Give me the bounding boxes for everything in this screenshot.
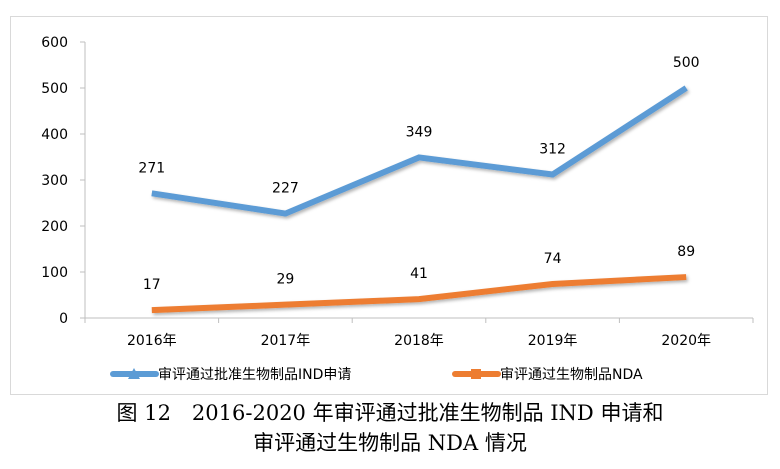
legend-square-marker-icon bbox=[471, 369, 481, 379]
data-label: 89 bbox=[677, 244, 695, 260]
data-label: 74 bbox=[544, 251, 562, 267]
legend-item-1: 审评通过批准生物制品IND申请 bbox=[110, 367, 351, 383]
y-tick-label: 200 bbox=[41, 219, 68, 235]
y-tick-label: 0 bbox=[59, 311, 68, 327]
axes: 0 100 200 300 400 500 600 2016年 2017年 2018年 2019年 2… bbox=[41, 35, 754, 349]
legend-item-2: 审评通过生物制品NDA bbox=[452, 367, 643, 383]
data-label: 271 bbox=[138, 160, 165, 176]
x-tick-label: 2017年 bbox=[261, 333, 311, 349]
y-tick-label: 300 bbox=[41, 173, 68, 189]
caption-line-1: 图 12 2016-2020 年审评通过批准生物制品 IND 申请和 bbox=[116, 401, 664, 425]
data-label: 227 bbox=[272, 181, 299, 197]
y-tick-label: 400 bbox=[41, 127, 68, 143]
line-chart: 0 100 200 300 400 500 600 2016年 2017年 2018年 2019年 2… bbox=[41, 35, 754, 383]
data-label: 17 bbox=[143, 277, 161, 293]
data-label: 312 bbox=[539, 141, 566, 157]
x-tick-label: 2018年 bbox=[394, 333, 444, 349]
y-tick-label: 600 bbox=[41, 35, 68, 51]
x-tick-label: 2016年 bbox=[127, 333, 177, 349]
x-tick-label: 2020年 bbox=[661, 333, 711, 349]
x-tick-label: 2019年 bbox=[528, 333, 578, 349]
chart-frame bbox=[10, 16, 768, 395]
caption-line-2: 审评通过生物制品 NDA 情况 bbox=[253, 431, 527, 455]
legend: 审评通过批准生物制品IND申请 审评通过生物制品NDA bbox=[110, 367, 643, 383]
data-label: 29 bbox=[276, 272, 294, 288]
data-labels-layer: 271 227 349 312 500 17 29 41 74 89 bbox=[138, 55, 699, 293]
legend-label: 审评通过批准生物制品IND申请 bbox=[158, 367, 351, 383]
legend-triangle-marker-icon bbox=[128, 368, 140, 379]
y-tick-label: 500 bbox=[41, 81, 68, 97]
series-line-1 bbox=[151, 85, 688, 217]
figure-caption: 图 12 2016-2020 年审评通过批准生物制品 IND 申请和 审评通过生… bbox=[0, 398, 780, 458]
y-tick-label: 100 bbox=[41, 265, 68, 281]
data-label: 41 bbox=[410, 266, 428, 282]
legend-label: 审评通过生物制品NDA bbox=[500, 367, 643, 383]
data-label: 500 bbox=[673, 55, 700, 71]
series-layer bbox=[151, 85, 688, 314]
data-label: 349 bbox=[406, 124, 433, 140]
